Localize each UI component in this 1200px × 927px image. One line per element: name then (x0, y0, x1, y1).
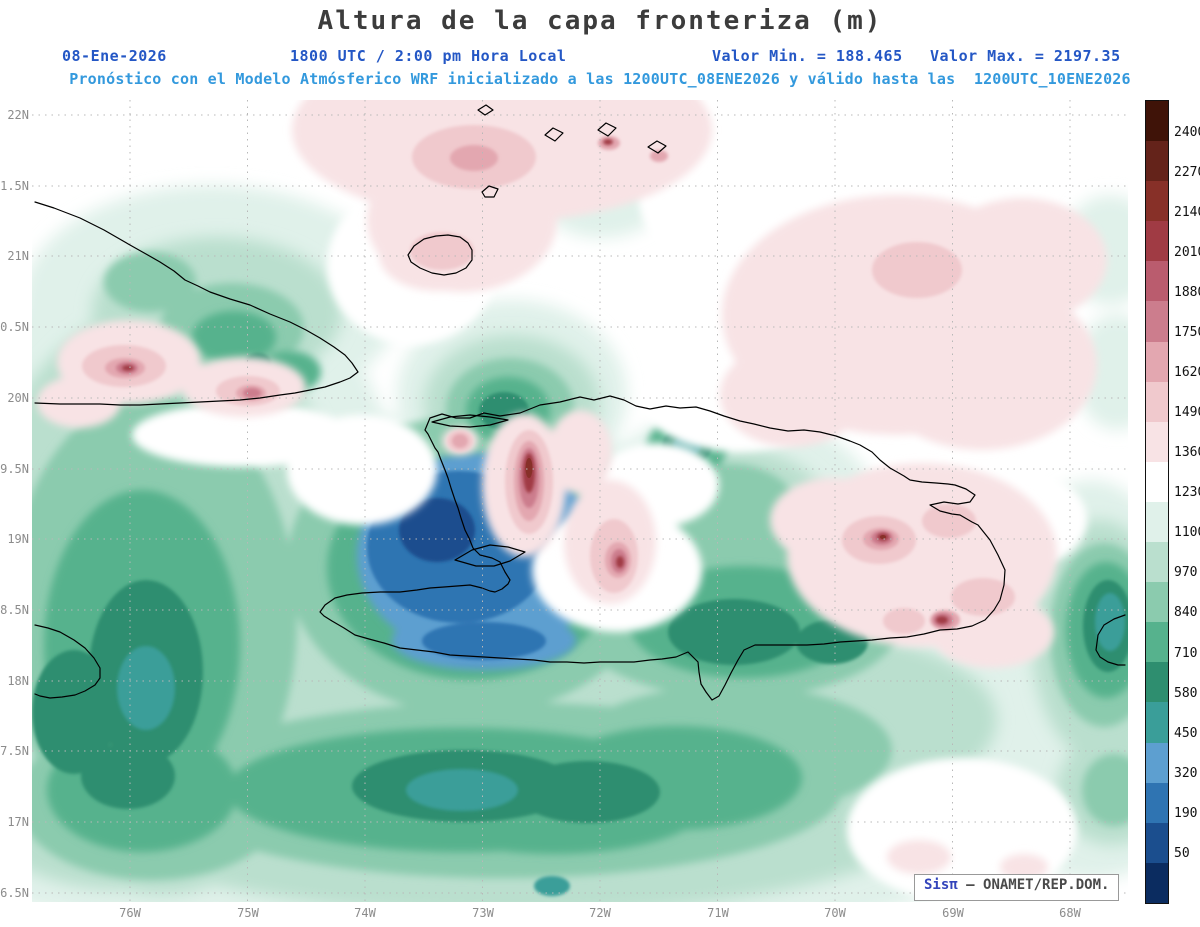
colorbar-swatch (1146, 782, 1168, 823)
y-tick-label: 6.5N (0, 886, 29, 900)
colorbar-swatch (1146, 622, 1168, 663)
x-tick-label: 71W (707, 906, 729, 920)
field-level-2140 (525, 458, 886, 539)
colorbar-label: 190 (1174, 806, 1198, 821)
y-tick-label: 9.5N (0, 462, 29, 476)
value-max-label: Valor Max. = 2197.35 (930, 47, 1121, 65)
valid-date: 08-Ene-2026 (62, 47, 167, 65)
coastlines (34, 104, 1126, 701)
subtitle: Pronóstico con el Modelo Atmósferico WRF… (69, 70, 1131, 88)
page-title: Altura de la capa fronteriza (m) (317, 6, 883, 36)
colorbar-swatch (1146, 141, 1168, 182)
coastline-caicos-3 (647, 140, 667, 154)
coastline-caicos-4 (477, 104, 494, 116)
y-tick-label: 21N (7, 249, 29, 263)
colorbar-label: 1360 (1174, 445, 1200, 460)
colorbar-swatch (1146, 181, 1168, 222)
y-tick-label: 8.5N (0, 603, 29, 617)
grid-lines (32, 100, 1128, 902)
coastline-puerto-rico-west (1095, 614, 1126, 666)
colorbar-swatch (1146, 702, 1168, 743)
coastline-tortue-island (431, 414, 509, 428)
y-tick-label: 18N (7, 674, 29, 688)
colorbar-label: 580 (1174, 686, 1198, 701)
colorbar-swatch (1146, 822, 1168, 863)
colorbar-swatch (1146, 421, 1168, 462)
x-tick-label: 74W (354, 906, 376, 920)
valid-time: 1800 UTC / 2:00 pm Hora Local (290, 47, 567, 65)
colorbar-label: 1490 (1174, 405, 1200, 420)
colorbar-label: 1750 (1174, 325, 1200, 340)
watermark-source: – ONAMET/REP.DOM. (966, 877, 1110, 893)
y-tick-label: 1.5N (0, 179, 29, 193)
coastline-hispaniola (319, 395, 1006, 701)
y-tick-label: 0.5N (0, 320, 29, 334)
colorbar-label: 2010 (1174, 245, 1200, 260)
value-min-label: Valor Min. = 188.465 (712, 47, 903, 65)
map-plot: 22N 1.5N 21N 0.5N 20N 9.5N 19N 8.5N 18N … (0, 100, 1128, 920)
x-tick-label: 75W (237, 906, 259, 920)
colorbar-swatch (1146, 542, 1168, 583)
field-level-50 (399, 498, 475, 562)
coastline-caicos-2 (597, 122, 617, 137)
colorbar-swatch (1146, 742, 1168, 783)
coastline-cuba (34, 201, 359, 406)
colorbar-label: 970 (1174, 565, 1198, 580)
colorbar-swatch (1146, 461, 1168, 502)
colorbar-swatch (1146, 301, 1168, 342)
y-tick-label: 19N (7, 532, 29, 546)
x-tick-label: 72W (589, 906, 611, 920)
colorbar-label: 1100 (1174, 525, 1200, 540)
coastline-great-inagua (407, 234, 473, 276)
colorbar-label: 1880 (1174, 285, 1200, 300)
x-tick-label: 69W (942, 906, 964, 920)
contour-field (32, 100, 1128, 902)
coastline-gonave-island (454, 544, 526, 567)
colorbar-swatch (1146, 501, 1168, 543)
colorbar (1145, 100, 1169, 904)
colorbar-label: 450 (1174, 726, 1198, 741)
x-tick-label: 76W (119, 906, 141, 920)
colorbar-label: 320 (1174, 766, 1198, 781)
colorbar-swatch (1146, 261, 1168, 302)
watermark-brand: Sisπ (924, 877, 958, 893)
y-axis-labels: 22N 1.5N 21N 0.5N 20N 9.5N 19N 8.5N 18N … (0, 108, 29, 900)
colorbar-swatch (1146, 101, 1168, 142)
coastline-little-inagua (481, 185, 499, 198)
colorbar-label: 1230 (1174, 485, 1200, 500)
x-tick-label: 68W (1059, 906, 1081, 920)
colorbar-label: 840 (1174, 605, 1198, 620)
coastline-caicos-1 (544, 127, 564, 142)
watermark: Sisπ – ONAMET/REP.DOM. (914, 874, 1120, 901)
y-tick-label: 7.5N (0, 744, 29, 758)
colorbar-label: 2140 (1174, 205, 1200, 220)
coastline-jamaica (34, 624, 101, 699)
colorbar-label: 1620 (1174, 365, 1200, 380)
colorbar-swatch (1146, 862, 1168, 903)
y-tick-label: 20N (7, 391, 29, 405)
colorbar-label: 2400 (1174, 125, 1200, 140)
x-axis-labels: 76W 75W 74W 73W 72W 71W 70W 69W 68W (119, 906, 1081, 920)
x-tick-label: 73W (472, 906, 494, 920)
colorbar-label: 50 (1174, 846, 1190, 861)
colorbar-label: 2270 (1174, 165, 1200, 180)
y-tick-label: 17N (7, 815, 29, 829)
colorbar-swatch (1146, 662, 1168, 703)
x-tick-label: 70W (824, 906, 846, 920)
y-tick-label: 22N (7, 108, 29, 122)
colorbar-swatch (1146, 582, 1168, 623)
colorbar-swatch (1146, 221, 1168, 262)
colorbar-label: 710 (1174, 646, 1198, 661)
colorbar-swatch (1146, 381, 1168, 422)
colorbar-swatch (1146, 341, 1168, 382)
colorbar-labels: 2400 2270 2140 2010 1880 1750 1620 1490 … (1174, 100, 1200, 902)
